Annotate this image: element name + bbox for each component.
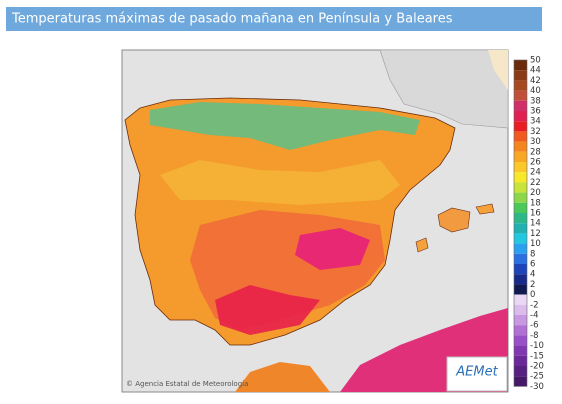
legend-swatch — [514, 345, 527, 356]
legend-swatch — [514, 121, 527, 132]
legend-label: 18 — [530, 198, 541, 208]
legend-label: -2 — [530, 300, 538, 310]
legend-swatch — [514, 366, 527, 377]
legend-swatch — [514, 70, 527, 81]
legend-label: 4 — [530, 270, 535, 280]
legend-swatch — [514, 253, 527, 264]
legend-label: 44 — [530, 66, 541, 76]
legend-swatch — [514, 233, 527, 244]
legend-swatch — [514, 274, 527, 285]
hotspot-1 — [295, 228, 370, 270]
mallorca — [437, 207, 471, 233]
legend-swatch — [514, 151, 527, 162]
africa-west — [235, 362, 330, 392]
north-cool-zone — [150, 102, 420, 150]
legend-label: 36 — [530, 107, 541, 117]
plateau-zone — [160, 160, 400, 205]
copyright: © Agencia Estatal de Meteorología — [126, 380, 248, 388]
legend-label: 16 — [530, 209, 541, 219]
legend-label: 2 — [530, 280, 535, 290]
legend-label: 32 — [530, 127, 541, 137]
legend-swatch — [514, 335, 527, 346]
title: Temperaturas máximas de pasado mañana en… — [11, 12, 453, 27]
legend-label: 22 — [530, 178, 541, 188]
title-bar — [6, 7, 542, 31]
legend-swatch — [514, 243, 527, 254]
legend-swatch — [514, 182, 527, 193]
legend-swatch — [514, 376, 527, 387]
legend-label: 30 — [530, 137, 541, 147]
legend-swatch — [514, 202, 527, 213]
legend-label: -8 — [530, 331, 538, 341]
legend-swatch — [514, 284, 527, 295]
legend-swatch — [514, 90, 527, 101]
legend-label: 10 — [530, 239, 541, 249]
legend-swatch — [514, 355, 527, 366]
legend-label: -15 — [530, 351, 544, 361]
legend-swatch — [514, 325, 527, 336]
legend-swatch — [514, 294, 527, 305]
legend-label: -20 — [530, 362, 544, 372]
legend-swatch — [514, 304, 527, 315]
legend-label: 38 — [530, 96, 541, 106]
legend-label: -10 — [530, 341, 544, 351]
legend-swatch — [514, 315, 527, 326]
legend-label: -30 — [530, 382, 544, 392]
legend-label: 40 — [530, 86, 541, 96]
legend-swatch — [514, 192, 527, 203]
legend-label: 50 — [530, 56, 541, 66]
legend-swatch — [514, 131, 527, 142]
legend-label: -4 — [530, 311, 538, 321]
legend-label: 12 — [530, 229, 541, 239]
legend-label: 20 — [530, 188, 541, 198]
legend-label: 0 — [530, 290, 535, 300]
legend-swatch — [514, 80, 527, 91]
legend-swatch — [514, 141, 527, 152]
menorca — [475, 203, 495, 215]
legend: 5044424038363432302826242220181614121086… — [513, 56, 544, 392]
legend-label: 28 — [530, 147, 541, 157]
legend-label: 26 — [530, 158, 541, 168]
legend-label: 8 — [530, 249, 535, 259]
legend-label: 42 — [530, 76, 541, 86]
logo-box — [446, 356, 508, 392]
legend-label: 24 — [530, 168, 541, 178]
logo: AEMet — [455, 365, 498, 380]
hotspot-2 — [215, 285, 320, 335]
legend-swatch — [514, 111, 527, 122]
legend-label: -6 — [530, 321, 538, 331]
legend-label: -25 — [530, 372, 544, 382]
legend-label: 34 — [530, 117, 541, 127]
legend-swatch — [514, 172, 527, 183]
legend-swatch — [514, 100, 527, 111]
legend-label: 14 — [530, 219, 541, 229]
legend-swatch — [514, 162, 527, 173]
legend-swatch — [514, 60, 527, 71]
france-sliver — [488, 50, 508, 90]
legend-swatch — [514, 223, 527, 234]
legend-swatch — [514, 213, 527, 224]
ibiza — [415, 237, 429, 253]
legend-swatch — [514, 264, 527, 275]
legend-border — [513, 59, 528, 387]
legend-label: 6 — [530, 260, 535, 270]
